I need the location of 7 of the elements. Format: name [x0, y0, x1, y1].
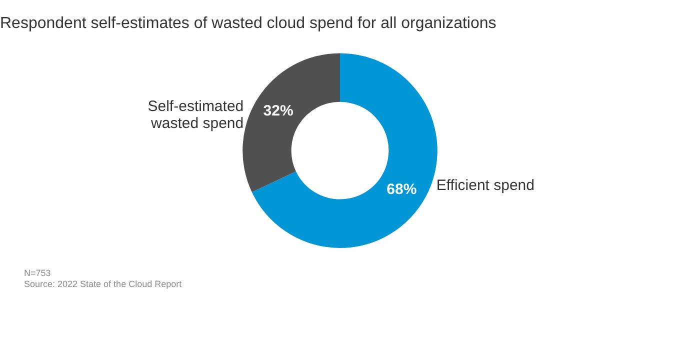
- source-note: Source: 2022 State of the Cloud Report: [24, 279, 182, 290]
- text: N=753: [24, 268, 52, 279]
- data-label: 32%: [263, 102, 294, 120]
- chart-title: Respondent self-estimates of wasted cloud spend for all organizations: [0, 15, 496, 32]
- slice-label: Efficient spend: [436, 176, 534, 194]
- data-label: 68%: [386, 180, 417, 198]
- slice-label: Self-estimated wasted spend: [148, 98, 244, 132]
